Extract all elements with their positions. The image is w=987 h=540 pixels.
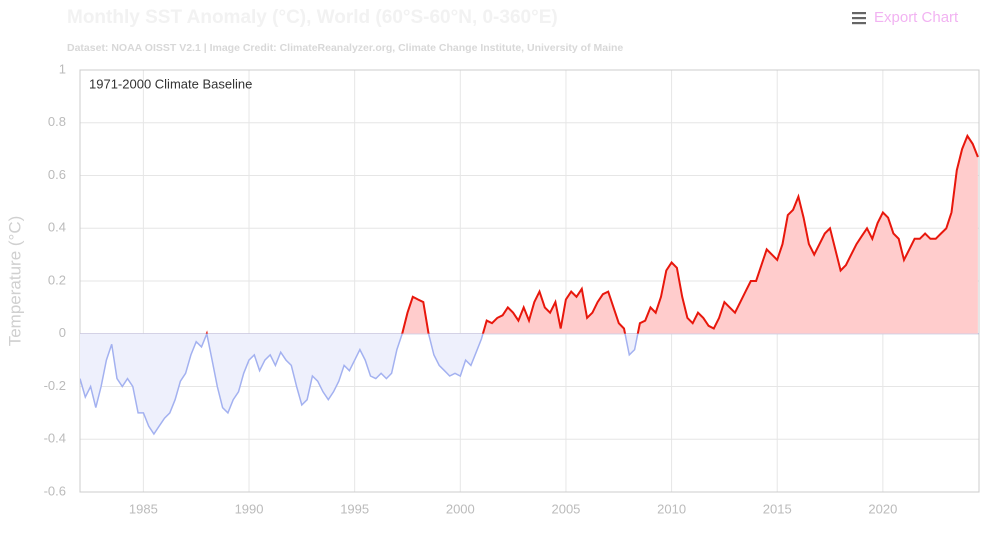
x-tick-label: 2000	[446, 501, 475, 516]
y-tick-label: 0.2	[48, 272, 66, 287]
x-tick-label: 2010	[657, 501, 686, 516]
x-tick-label: 2015	[763, 501, 792, 516]
y-tick-label: -0.2	[44, 378, 66, 393]
x-tick-label: 1995	[340, 501, 369, 516]
x-tick-label: 1990	[235, 501, 264, 516]
y-tick-label: 0.6	[48, 167, 66, 182]
chart-title: Monthly SST Anomaly (°C), World (60°S-60…	[67, 7, 558, 28]
y-tick-label: 0.8	[48, 114, 66, 129]
x-tick-label: 1985	[129, 501, 158, 516]
y-tick-label: -0.4	[44, 431, 66, 446]
y-tick-label: 0	[59, 325, 66, 340]
export-label[interactable]: Export Chart	[874, 9, 959, 26]
area-negative	[80, 333, 978, 434]
line-positive	[205, 133, 979, 334]
y-tick-label: 1	[59, 61, 66, 76]
menu-icon	[852, 17, 866, 20]
annotation: 1971-2000 Climate Baseline	[89, 76, 252, 91]
menu-icon	[852, 22, 866, 25]
export-button[interactable]: Export Chart	[852, 9, 959, 26]
y-tick-label: 0.4	[48, 220, 66, 235]
y-axis-label: Temperature (°C)	[5, 216, 24, 347]
menu-icon	[852, 12, 866, 15]
y-tick-label: -0.6	[44, 483, 66, 498]
plot-border	[79, 69, 980, 493]
x-tick-label: 2005	[551, 501, 580, 516]
line-negative	[80, 333, 639, 436]
x-tick-label: 2020	[868, 501, 897, 516]
area-positive	[80, 135, 978, 334]
chart-subtitle: Dataset: NOAA OISST V2.1 | Image Credit:…	[67, 42, 623, 54]
